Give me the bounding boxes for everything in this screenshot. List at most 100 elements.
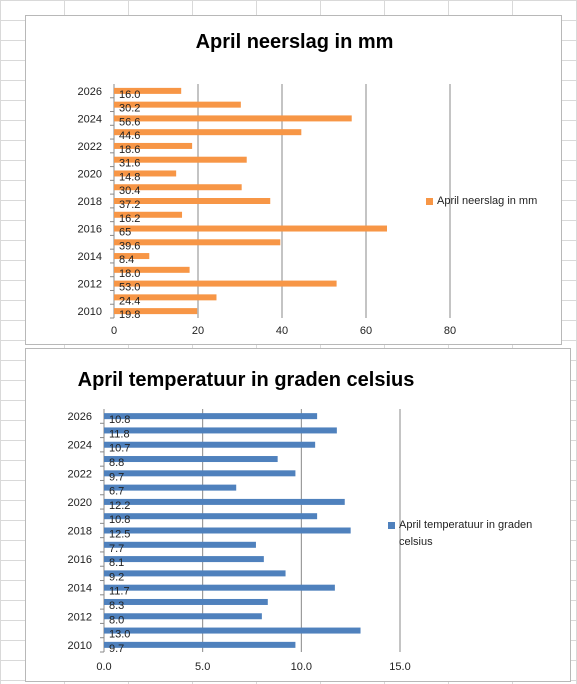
chart-title: April neerslag in mm	[195, 31, 394, 53]
x-tick-label: 5.0	[195, 661, 210, 673]
data-label: 9.2	[109, 571, 124, 583]
y-tick-label: 2020	[68, 497, 92, 509]
data-label: 53.0	[119, 282, 140, 294]
data-label: 10.8	[109, 514, 130, 526]
data-label: 11.7	[109, 586, 130, 598]
bar[interactable]	[114, 266, 190, 273]
bar[interactable]	[104, 627, 361, 634]
bar[interactable]	[114, 253, 150, 260]
bar[interactable]	[104, 456, 278, 463]
data-label: 31.6	[119, 158, 140, 170]
legend-swatch	[388, 522, 395, 529]
y-tick-label: 2014	[68, 583, 92, 595]
bar[interactable]	[114, 239, 281, 246]
bar[interactable]	[104, 598, 268, 605]
legend-label: April neerslag in mm	[437, 195, 538, 207]
bar[interactable]	[104, 541, 256, 548]
data-label: 11.8	[109, 428, 130, 440]
data-label: 30.4	[119, 185, 140, 197]
y-tick-label: 2018	[78, 196, 102, 208]
y-tick-label: 2024	[78, 113, 102, 125]
y-tick-label: 2016	[68, 554, 92, 566]
bar[interactable]	[104, 584, 335, 591]
legend-label: April temperatuur in graden celsius	[399, 519, 533, 548]
y-tick-label: 2010	[78, 306, 102, 318]
x-tick-label: 60	[360, 325, 372, 337]
data-label: 8.4	[119, 254, 134, 266]
bar[interactable]	[104, 413, 318, 420]
bar[interactable]	[104, 470, 296, 477]
y-tick-label: 2010	[68, 640, 92, 652]
data-label: 10.7	[109, 443, 130, 455]
bar[interactable]	[114, 142, 193, 149]
x-tick-label: 0	[111, 325, 117, 337]
x-tick-label: 0.0	[96, 661, 111, 673]
data-label: 39.6	[119, 240, 140, 252]
x-tick-label: 80	[444, 325, 456, 337]
bar[interactable]	[104, 513, 318, 520]
bar[interactable]	[114, 129, 302, 136]
data-label: 24.4	[119, 295, 140, 307]
bar[interactable]	[104, 527, 351, 534]
y-tick-label: 2026	[78, 86, 102, 98]
data-label: 9.7	[109, 471, 124, 483]
bar[interactable]	[114, 198, 271, 204]
x-tick-label: 20	[192, 325, 204, 337]
y-tick-label: 2016	[78, 224, 102, 236]
bar[interactable]	[104, 613, 262, 620]
bar[interactable]	[104, 498, 345, 505]
bar[interactable]	[114, 225, 387, 232]
data-label: 18.0	[119, 268, 140, 280]
y-tick-label: 2020	[78, 168, 102, 180]
chart-title: April temperatuur in graden celsius	[77, 369, 415, 391]
data-label: 14.8	[119, 171, 140, 183]
bar[interactable]	[114, 87, 182, 94]
bar[interactable]	[114, 211, 183, 218]
bar[interactable]	[114, 115, 352, 122]
data-label: 10.8	[109, 414, 130, 426]
legend: April temperatuur in graden celsius	[388, 517, 558, 551]
x-tick-label: 10.0	[291, 661, 312, 673]
data-label: 7.7	[109, 543, 124, 555]
bar[interactable]	[104, 641, 296, 648]
data-label: 37.2	[119, 199, 140, 211]
bar[interactable]	[114, 280, 337, 287]
bar[interactable]	[114, 170, 177, 177]
y-tick-label: 2014	[78, 251, 102, 263]
data-label: 44.6	[119, 130, 140, 142]
data-label: 16.2	[119, 213, 140, 225]
bar[interactable]	[104, 441, 316, 448]
y-tick-label: 2012	[68, 611, 92, 623]
y-tick-label: 2018	[68, 526, 92, 538]
bar[interactable]	[104, 484, 237, 491]
x-tick-label: 40	[276, 325, 288, 337]
bar[interactable]	[104, 556, 264, 563]
legend: April neerslag in mm	[426, 195, 537, 207]
data-label: 18.6	[119, 144, 140, 156]
y-tick-label: 2024	[68, 440, 92, 452]
bar[interactable]	[114, 156, 247, 163]
bar[interactable]	[104, 427, 337, 434]
bar[interactable]	[114, 184, 242, 191]
bar[interactable]	[104, 570, 286, 577]
temperature-chart[interactable]: April temperatuur in graden celsius 0.0 5…	[25, 348, 571, 682]
y-tick-label: 2026	[68, 411, 92, 423]
x-tick-label: 15.0	[389, 661, 410, 673]
data-label: 30.2	[119, 103, 140, 115]
data-label: 6.7	[109, 486, 124, 498]
precipitation-chart[interactable]: April neerslag in mm 0 20 40 60 80 19.8 2010 24…	[25, 15, 562, 345]
data-label: 8.1	[109, 557, 124, 569]
data-label: 13.0	[109, 629, 130, 641]
bar[interactable]	[114, 101, 241, 108]
bar[interactable]	[114, 294, 217, 301]
data-label: 12.5	[109, 529, 130, 541]
bar[interactable]	[114, 308, 198, 315]
legend-swatch	[426, 197, 433, 205]
data-label: 12.2	[109, 500, 130, 512]
y-tick-label: 2022	[78, 141, 102, 153]
data-label: 8.8	[109, 457, 124, 469]
data-label: 9.7	[109, 643, 124, 655]
data-label: 65	[119, 227, 131, 239]
y-tick-label: 2022	[68, 468, 92, 480]
data-label: 8.0	[109, 614, 124, 626]
